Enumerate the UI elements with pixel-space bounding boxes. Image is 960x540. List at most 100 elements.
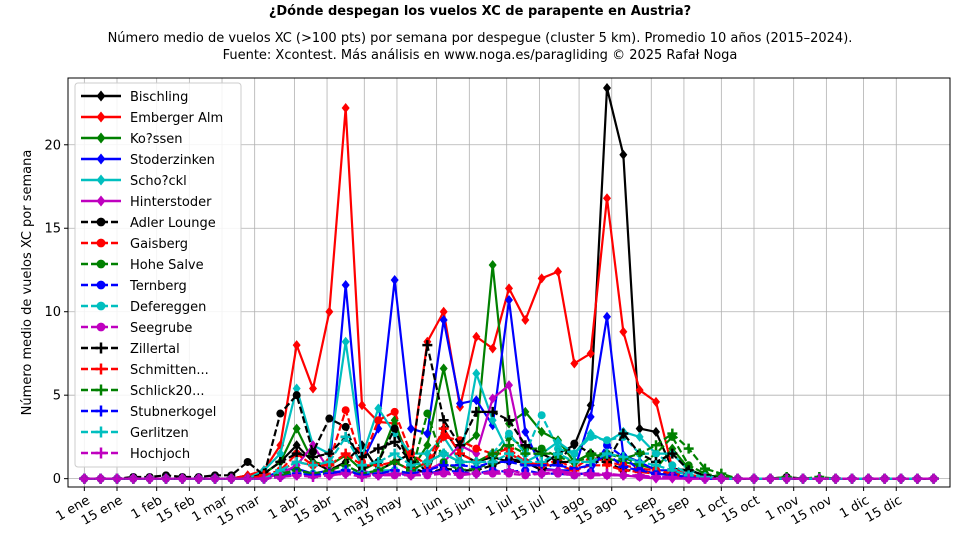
- data-point: [603, 311, 611, 322]
- data-point: [438, 448, 449, 459]
- data-point: [341, 336, 350, 347]
- data-point: [602, 460, 612, 471]
- data-point: [504, 465, 514, 476]
- data-point: [830, 473, 841, 484]
- data-point: [423, 428, 432, 439]
- data-point: [487, 448, 498, 459]
- data-point: [439, 363, 448, 374]
- data-point: [618, 470, 629, 481]
- data-point: [504, 415, 514, 426]
- data-point: [422, 456, 433, 467]
- data-point: [373, 443, 384, 454]
- data-point: [389, 448, 400, 459]
- data-point: [668, 461, 677, 470]
- data-point: [700, 473, 710, 484]
- data-point: [95, 426, 107, 438]
- data-point: [292, 391, 301, 400]
- data-point: [651, 440, 661, 451]
- legend-entry: Schmitten...: [81, 363, 209, 378]
- x-tick-label: 15 jul: [509, 493, 548, 524]
- data-point: [603, 193, 611, 204]
- data-point: [537, 273, 546, 284]
- data-point: [504, 440, 514, 451]
- legend-entry: Hochjoch: [81, 447, 190, 462]
- data-point: [537, 426, 546, 437]
- data-point: [536, 456, 547, 467]
- data-point: [96, 111, 106, 123]
- data-point: [340, 431, 351, 442]
- data-point: [554, 266, 562, 277]
- data-point: [95, 384, 107, 396]
- data-point: [667, 428, 678, 439]
- data-point: [570, 358, 579, 369]
- y-tick-label: 20: [44, 138, 61, 153]
- legend-entry: Stubnerkogel: [81, 405, 216, 420]
- data-point: [652, 449, 660, 458]
- data-point: [505, 295, 513, 306]
- data-point: [651, 471, 661, 482]
- data-point: [732, 473, 743, 484]
- data-point: [324, 470, 335, 481]
- data-point: [928, 473, 939, 484]
- data-point: [602, 448, 612, 459]
- data-point: [324, 456, 335, 467]
- data-point: [96, 153, 106, 165]
- data-point: [505, 380, 513, 391]
- data-point: [161, 473, 171, 484]
- data-point: [667, 448, 678, 459]
- legend-entry: Schlick20...: [81, 384, 204, 399]
- data-point: [177, 473, 188, 484]
- data-point: [96, 322, 106, 332]
- data-point: [520, 468, 531, 479]
- data-point: [292, 423, 301, 434]
- data-point: [537, 444, 546, 453]
- data-point: [325, 414, 334, 423]
- data-point: [488, 415, 497, 426]
- data-point: [521, 315, 530, 326]
- data-point: [423, 440, 432, 451]
- data-point: [357, 451, 367, 462]
- data-point: [765, 473, 776, 484]
- series-lines: [79, 83, 939, 484]
- data-point: [128, 473, 139, 484]
- data-point: [570, 439, 579, 448]
- data-point: [487, 456, 498, 467]
- legend-entry: Hinterstoder: [81, 195, 212, 210]
- data-point: [275, 471, 286, 482]
- data-point: [422, 468, 433, 479]
- data-point: [422, 340, 433, 351]
- data-point: [456, 398, 464, 409]
- data-point: [341, 406, 350, 415]
- data-point: [291, 448, 302, 459]
- data-point: [585, 448, 596, 459]
- data-point: [406, 470, 416, 481]
- legend-entry: Gaisberg: [81, 237, 188, 252]
- data-point: [439, 432, 448, 441]
- data-point: [324, 448, 335, 459]
- data-point: [553, 466, 563, 477]
- data-point: [374, 403, 383, 414]
- data-point: [96, 195, 106, 207]
- y-axis-label: Número medio de vuelos XC por semana: [20, 150, 35, 416]
- legend-label: Emberger Alm: [130, 111, 223, 126]
- data-point: [406, 460, 416, 471]
- data-point: [390, 274, 399, 285]
- data-point: [619, 326, 628, 337]
- data-point: [472, 368, 481, 379]
- data-point: [276, 448, 285, 459]
- data-point: [439, 315, 448, 326]
- data-point: [95, 473, 106, 484]
- data-point: [472, 430, 481, 441]
- data-point: [276, 409, 285, 418]
- data-point: [374, 416, 383, 425]
- chart-subtitle-line-2: Fuente: Xcontest. Más análisis en www.no…: [222, 48, 738, 63]
- data-point: [471, 456, 482, 467]
- data-point: [635, 423, 644, 434]
- data-point: [96, 238, 106, 248]
- data-point: [455, 448, 465, 459]
- data-point: [390, 424, 399, 433]
- data-point: [619, 149, 628, 160]
- data-point: [668, 443, 677, 454]
- data-point: [292, 340, 301, 351]
- data-point: [585, 456, 596, 467]
